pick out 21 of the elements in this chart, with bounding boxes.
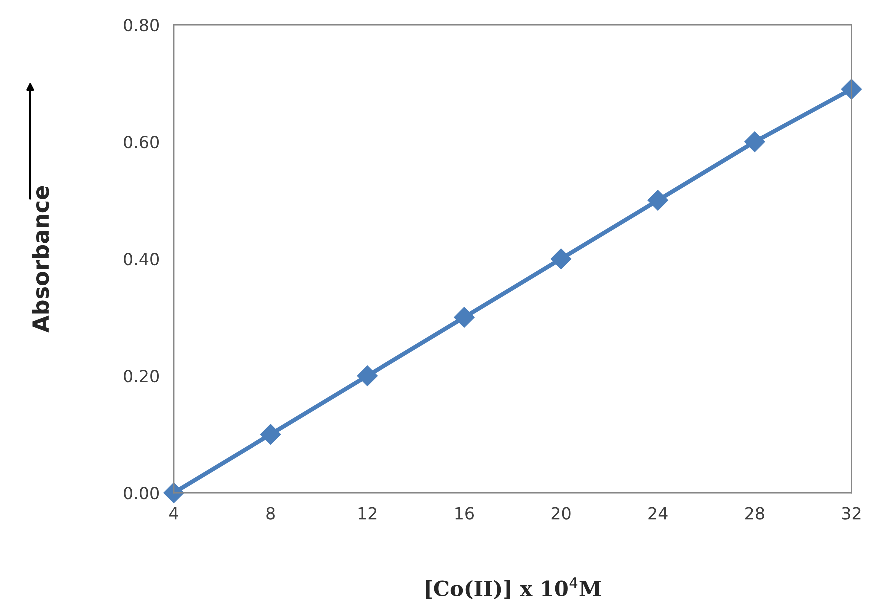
x-axis-title: [Co(II)] x 10$^{4}$M <box>426 578 602 600</box>
x-tick-label: 16 <box>456 507 474 520</box>
point <box>357 366 378 386</box>
y-tick-label: 0.40 <box>124 253 160 266</box>
x-tick-label: 12 <box>358 507 377 520</box>
x-tick-label: 24 <box>648 507 668 520</box>
x-tick-label: 20 <box>552 507 571 520</box>
x-tick-label: 4 <box>170 507 178 520</box>
point <box>744 132 766 152</box>
y-tick-label: 0.00 <box>124 487 160 500</box>
point <box>648 190 668 211</box>
y-tick-label: 0.80 <box>124 19 160 32</box>
y-tick-label: 0.20 <box>124 370 160 383</box>
x-tick-label: 32 <box>842 507 861 520</box>
point <box>260 424 282 445</box>
x-tick-label: 8 <box>266 507 275 520</box>
x-tick-label: 28 <box>746 507 764 520</box>
point <box>550 248 572 270</box>
y-tick-label: 0.60 <box>124 136 160 149</box>
point <box>454 307 475 328</box>
y-axis-title: Absorbance <box>32 186 50 333</box>
